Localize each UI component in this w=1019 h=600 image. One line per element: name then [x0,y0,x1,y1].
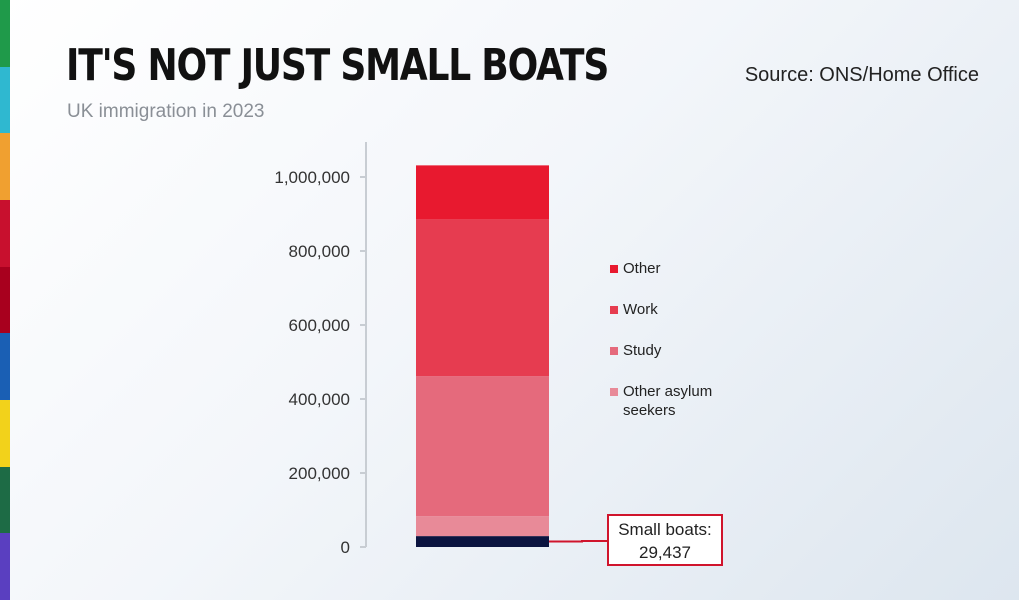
bar-segment-other [416,165,549,220]
legend-label: Other [623,260,661,277]
y-tick-label: 400,000 [289,390,350,409]
callout-label: Small boats: [618,520,712,539]
stripe-segment [0,199,10,267]
legend-label: Work [623,301,658,318]
legend-swatch [610,306,618,314]
bar-segment-study [416,376,549,517]
stripe-segment [0,466,10,534]
y-tick-label: 0 [341,538,350,557]
legend-swatch [610,347,618,355]
stripe-segment [0,0,10,67]
y-tick-label: 1,000,000 [274,168,350,187]
brand-color-stripe [0,0,10,600]
bar-segment-small-boats [416,536,549,547]
stripe-segment [0,399,10,467]
callout-connector [549,540,607,543]
legend-label: Study [623,342,662,359]
stripe-segment [0,66,10,134]
stripe-segment [0,266,10,334]
legend-label: Other asylum [623,383,712,400]
legend-label: seekers [623,402,676,419]
small-boats-callout: Small boats: 29,437 [607,514,723,566]
source-label: Source: ONS/Home Office [744,64,979,86]
chart-subtitle: UK immigration in 2023 [67,101,265,122]
bar-segment-other-asylum-seekers [416,516,549,537]
stripe-segment [0,133,10,200]
stripe-segment [0,533,10,600]
y-tick-label: 800,000 [289,242,350,261]
bar-segment-work [416,219,549,377]
y-tick-label: 600,000 [289,316,350,335]
legend-swatch [610,265,618,273]
chart-title: IT'S NOT JUST SMALL BOATS [66,40,609,91]
callout-value: 29,437 [639,543,691,562]
y-tick-label: 200,000 [289,464,350,483]
legend-swatch [610,388,618,396]
stripe-segment [0,333,10,400]
